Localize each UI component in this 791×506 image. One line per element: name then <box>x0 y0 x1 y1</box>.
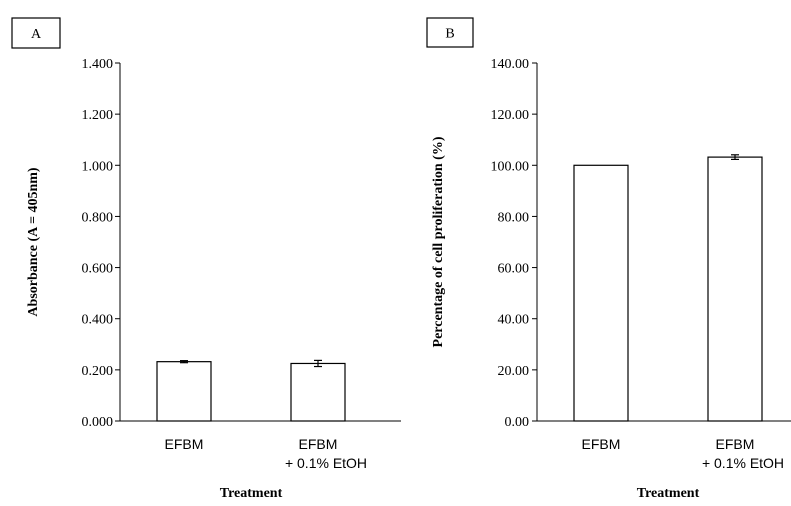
y-tick-label: 0.00 <box>505 415 530 430</box>
x-tick-label: EFBM <box>716 436 755 452</box>
y-tick-label: 40.00 <box>498 313 530 328</box>
y-tick-label: 0.200 <box>82 364 114 379</box>
bar <box>156 361 212 422</box>
x-tick-label: EFBM <box>582 436 621 452</box>
y-axis-title: Absorbance (A = 405nm) <box>26 167 41 316</box>
y-tick-label: 1.400 <box>82 57 114 72</box>
bar <box>290 362 346 422</box>
panel-label-box <box>426 17 474 48</box>
y-tick-label: 1.200 <box>82 108 114 123</box>
y-tick-label: 20.00 <box>498 364 530 379</box>
y-tick-label: 140.00 <box>491 57 530 72</box>
bar <box>707 156 763 422</box>
y-tick-label: 100.00 <box>491 159 530 174</box>
x-axis-title: Treatment <box>637 486 700 501</box>
panel-label: B <box>445 27 454 42</box>
x-tick-label: + 0.1% EtOH <box>285 455 367 471</box>
x-axis-title: Treatment <box>220 486 283 501</box>
x-tick-label: EFBM <box>299 436 338 452</box>
y-tick-label: 0.000 <box>82 415 114 430</box>
panel-label: A <box>31 27 42 42</box>
chart-panel-a: A 0.000 0.200 0.400 0.600 0.800 1.000 1.200 1.40… <box>11 17 401 501</box>
y-tick-label: 120.00 <box>491 108 530 123</box>
y-tick-label: 0.600 <box>82 262 114 277</box>
y-tick-label: 60.00 <box>498 262 530 277</box>
bar <box>573 164 629 422</box>
y-axis-title: Percentage of cell proliferation (%) <box>431 136 446 347</box>
x-tick-label: + 0.1% EtOH <box>702 455 784 471</box>
y-tick-label: 0.800 <box>82 210 114 225</box>
x-tick-label: EFBM <box>165 436 204 452</box>
panel-label-box <box>11 17 61 49</box>
y-tick-label: 1.000 <box>82 159 114 174</box>
y-tick-label: 0.400 <box>82 313 114 328</box>
chart-panel-b: B 0.00 20.00 40.00 60.00 80.00 100.00 120.00 140… <box>426 17 791 501</box>
y-tick-label: 80.00 <box>498 210 530 225</box>
